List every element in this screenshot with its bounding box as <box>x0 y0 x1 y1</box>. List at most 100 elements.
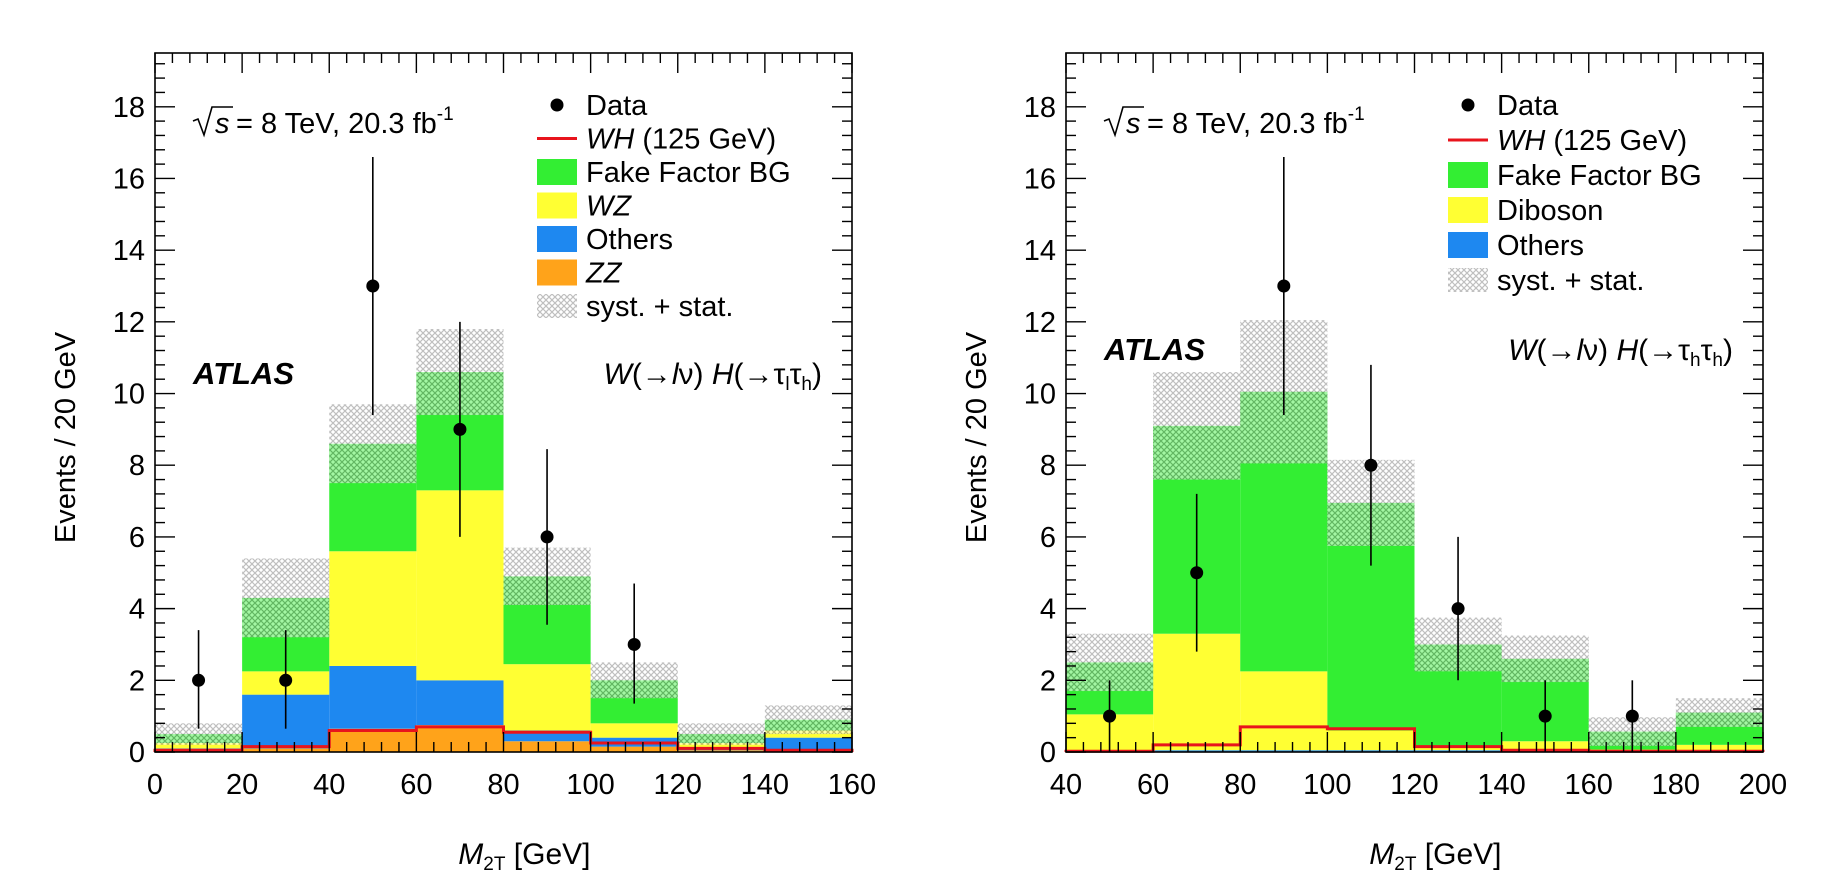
x-tick-label: 40 <box>1050 769 1082 801</box>
uncertainty-band <box>1675 698 1763 727</box>
legend-marker-data <box>550 98 564 112</box>
x-tick-label: 0 <box>147 769 163 801</box>
energy-sup: -1 <box>437 104 454 125</box>
x-axis-label: M2T [GeV] <box>458 838 590 875</box>
channel-label: W(→lν) H(→τhτh) <box>1508 334 1733 371</box>
legend-label-main: Data <box>1497 90 1559 122</box>
bar-others <box>764 737 852 751</box>
legend-label-suffix: (125 GeV) <box>1545 125 1687 157</box>
bar-wz <box>329 551 417 666</box>
legend-label-main: Fake Factor BG <box>1497 160 1702 192</box>
data-point <box>627 637 641 651</box>
legend-item-others: Others <box>1448 230 1584 262</box>
x-tick-label: 180 <box>1652 769 1700 801</box>
legend-label: WZ <box>586 191 632 223</box>
legend-marker-others <box>1448 232 1488 258</box>
legend-item-diboson: Diboson <box>1448 195 1603 227</box>
uncertainty-band <box>329 404 417 484</box>
legend-label: Fake Factor BG <box>1497 160 1702 192</box>
legend-label-main: WH <box>1497 125 1545 157</box>
bar-zz <box>329 728 417 752</box>
y-tick-label: 10 <box>113 379 145 411</box>
legend-marker-unc <box>537 294 577 318</box>
data-point <box>1277 279 1291 293</box>
legend-label: syst. + stat. <box>586 291 733 323</box>
legend-label-main: WH <box>586 124 634 156</box>
stack-group <box>155 372 852 752</box>
channel-post: ) <box>1723 334 1733 367</box>
legend-label: Data <box>586 90 648 122</box>
bar-zz <box>242 748 330 752</box>
x-tick-label: 100 <box>566 769 614 801</box>
bar-others <box>416 680 504 726</box>
channel-sub2: h <box>1712 350 1723 371</box>
data-point <box>540 530 554 544</box>
channel-label: W(→lν) H(→τlτh) <box>603 358 822 395</box>
bar-diboson <box>1153 633 1241 751</box>
x-tick-label: 40 <box>313 769 345 801</box>
legend-label-main: ZZ <box>585 258 623 290</box>
uncertainty-band <box>1501 635 1589 683</box>
legend-item-signal: WH (125 GeV) <box>537 124 776 156</box>
x-tick-label: 80 <box>1224 769 1256 801</box>
legend-label: Others <box>1497 230 1584 262</box>
data-points <box>192 156 641 729</box>
x-tick-label: 140 <box>1477 769 1525 801</box>
x-tick-label: 140 <box>741 769 789 801</box>
legend-marker-others <box>537 226 577 252</box>
data-point <box>1190 566 1204 580</box>
y-tick-label: 6 <box>1040 522 1056 554</box>
legend-marker-data <box>1461 98 1475 112</box>
channel-sub2: h <box>801 374 812 395</box>
bar-wz <box>677 743 765 749</box>
x-tick-label: 80 <box>487 769 519 801</box>
data-point <box>1538 709 1552 723</box>
channel-w: W <box>1508 334 1539 367</box>
y-tick-label: 18 <box>113 92 145 124</box>
y-tick-label: 12 <box>113 307 145 339</box>
x-tick-label: 20 <box>226 769 258 801</box>
legend-label-main: WZ <box>586 191 632 223</box>
energy-label: = 8 TeV, 20.3 fb-1 <box>1147 104 1365 140</box>
atlas-label: ATLAS <box>1103 332 1205 367</box>
bar-diboson <box>1327 730 1415 751</box>
legend-item-data: Data <box>550 90 648 122</box>
legend-marker-zz <box>537 259 577 286</box>
data-point <box>453 422 467 436</box>
channel-arrow-tau: (→τ <box>733 358 785 391</box>
data-point <box>1451 602 1465 616</box>
x-tick-label: 120 <box>1390 769 1438 801</box>
bar-others <box>503 730 591 742</box>
x-axis-label-unit: [GeV] <box>1416 838 1501 871</box>
legend-label-main: Fake Factor BG <box>586 157 791 189</box>
bar-wz <box>503 664 591 731</box>
legend-item-signal: WH (125 GeV) <box>1448 125 1687 157</box>
left-panel: 0 20 40 60 80 100 120 140 160 0 2 4 6 8 10 12 14 16 18 Even… <box>50 52 876 875</box>
bar-others <box>1414 750 1502 752</box>
bar-wz <box>155 743 243 749</box>
legend-label: syst. + stat. <box>1497 265 1644 297</box>
x-axis-label-main: M <box>1369 838 1394 871</box>
y-tick-label: 14 <box>1024 235 1056 267</box>
x-tick-label: 200 <box>1739 769 1787 801</box>
uncertainty-band <box>1153 372 1241 480</box>
channel-lepton: l <box>1576 334 1584 367</box>
channel-tau2: τ <box>790 358 802 391</box>
legend-label-main: Others <box>1497 230 1584 262</box>
bar-diboson <box>1414 746 1502 751</box>
uncertainty-band <box>155 723 243 745</box>
uncertainty-band <box>242 558 330 638</box>
legend-item-unc: syst. + stat. <box>1448 265 1644 297</box>
legend-label: WH (125 GeV) <box>1497 125 1687 157</box>
uncertainty-band <box>677 723 765 745</box>
bar-zz <box>416 725 504 752</box>
bar-others <box>329 665 417 729</box>
data-point <box>1103 709 1117 723</box>
channel-pre: (→ <box>632 358 672 391</box>
legend-label-suffix: (125 GeV) <box>634 124 776 156</box>
channel-h: H <box>1616 334 1638 367</box>
legend-item-fake: Fake Factor BG <box>1448 160 1702 192</box>
y-tick-label: 8 <box>1040 450 1056 482</box>
energy-label: = 8 TeV, 20.3 fb-1 <box>236 104 454 140</box>
